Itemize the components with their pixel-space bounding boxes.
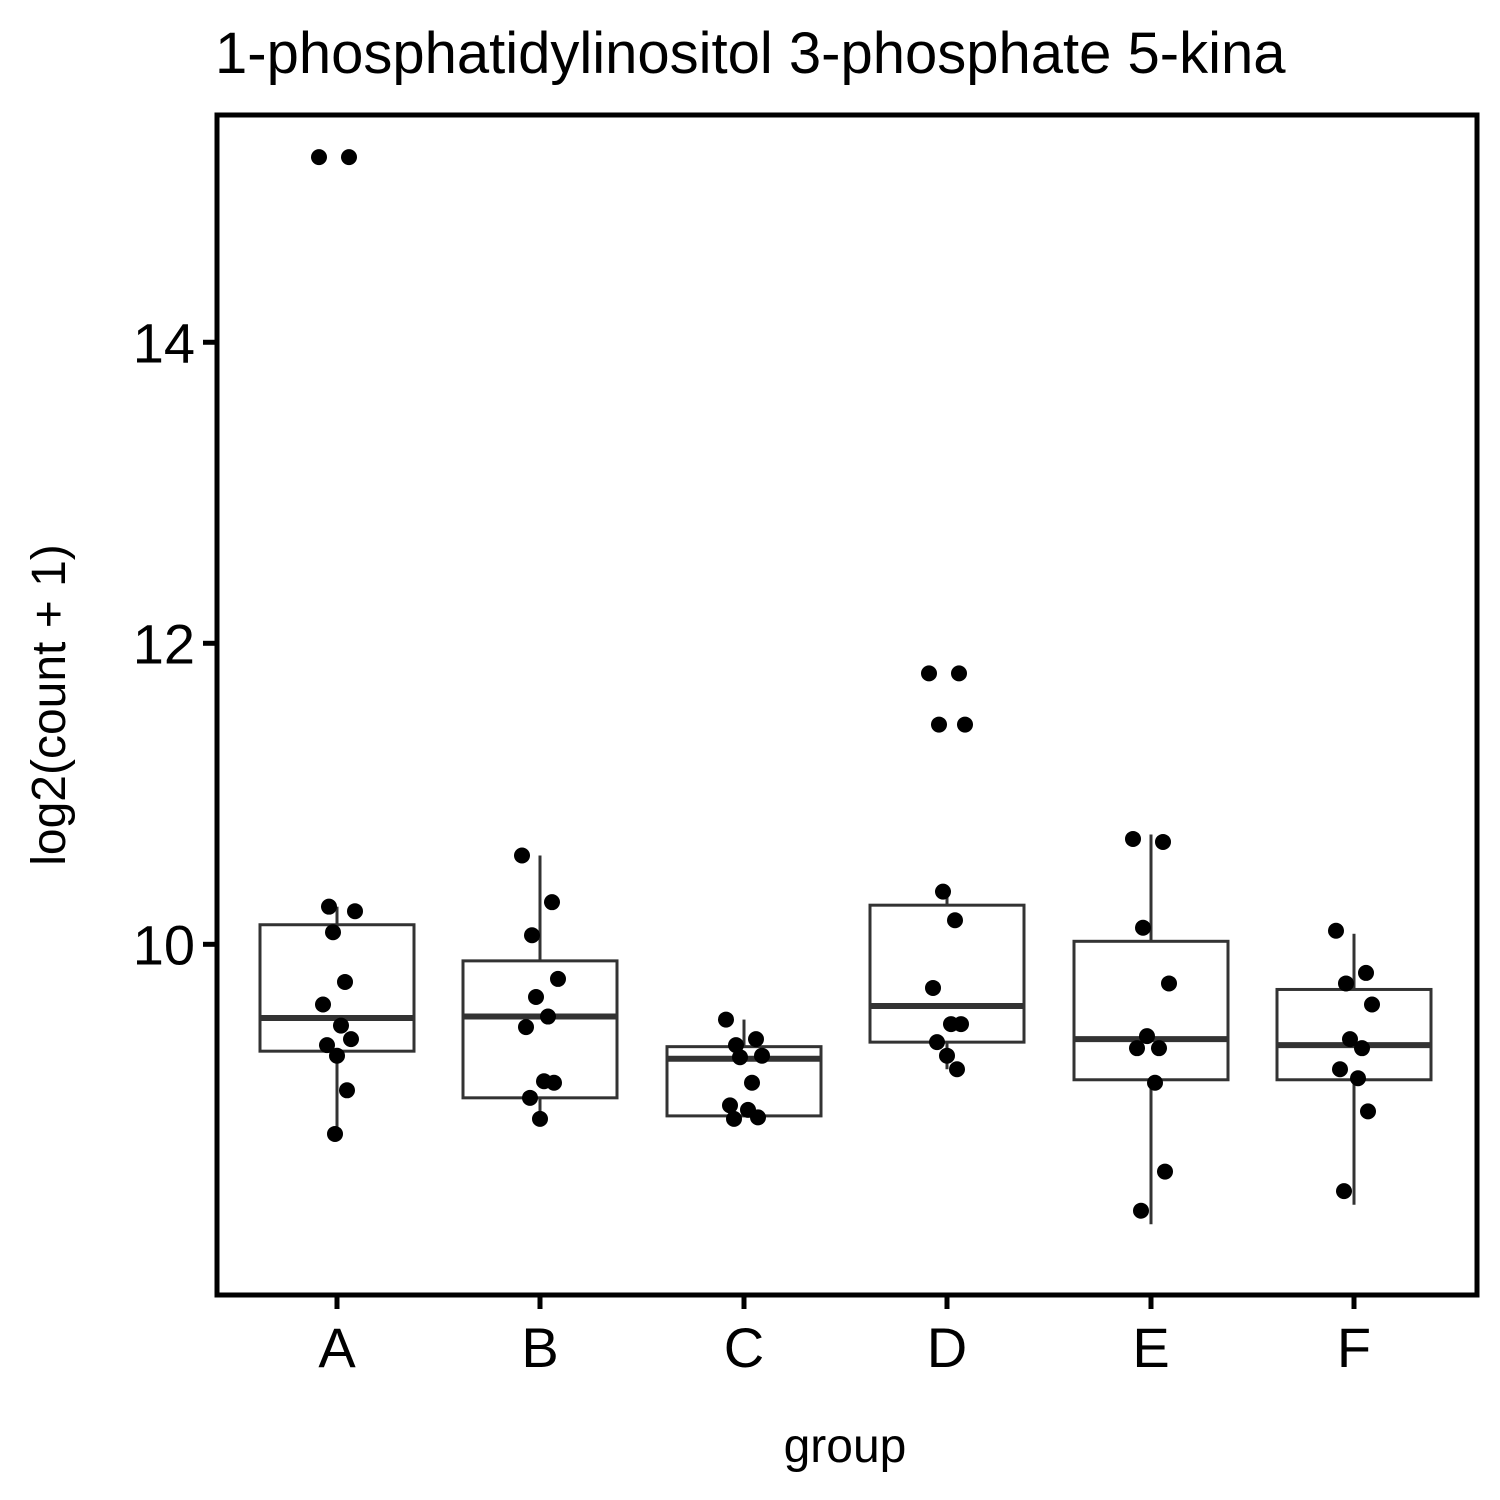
data-point [939,1047,955,1064]
data-point [949,1061,965,1078]
data-point [925,979,941,996]
x-tick-label: D [927,1316,967,1379]
data-point [315,996,331,1013]
data-point [1133,1202,1149,1219]
data-point [951,665,967,682]
box-group-e [1072,834,1230,1225]
data-point [726,1110,742,1127]
data-point [329,1047,345,1064]
data-point [1364,996,1380,1013]
data-point [1125,830,1141,847]
data-point [1147,1074,1163,1091]
x-tick-label: A [318,1316,356,1379]
y-tick-label: 12 [133,612,195,675]
data-point [1350,1070,1366,1087]
data-point [1328,922,1344,939]
data-point [935,883,951,900]
data-point [1157,1163,1173,1180]
data-point [347,903,363,920]
data-point [718,1011,734,1028]
data-point [754,1047,770,1064]
data-point [750,1109,766,1126]
data-point [540,1008,556,1025]
data-point [1139,1028,1155,1045]
data-point [333,1017,349,1034]
data-point [748,1031,764,1048]
boxes-layer [258,834,1433,1225]
box-group-f [1275,933,1433,1205]
data-point [1135,919,1151,936]
data-point [327,1125,343,1142]
data-point [514,847,530,864]
data-point [947,912,963,929]
y-axis-title: log2(count + 1) [23,544,76,866]
data-point [1161,975,1177,992]
x-tick-label: C [724,1316,764,1379]
box-group-c [665,1019,823,1118]
data-point [1155,833,1171,850]
chart-title: 1-phosphatidylinositol 3-phosphate 5-kin… [215,21,1286,86]
data-point [1332,1061,1348,1078]
data-point [1360,1103,1376,1120]
data-point [1336,1183,1352,1200]
data-point [931,716,947,733]
data-point [722,1097,738,1114]
data-point [528,988,544,1005]
data-point [311,149,327,166]
data-point [1151,1040,1167,1057]
data-point [546,1074,562,1091]
panel-border [214,112,1480,1298]
points-layer [311,149,1380,1219]
data-point [524,927,540,944]
data-point [929,1034,945,1051]
data-point [728,1037,744,1054]
data-point [325,924,341,941]
data-point [544,894,560,911]
data-point [319,1037,335,1054]
data-point [957,716,973,733]
data-point [1129,1040,1145,1057]
data-point [1354,1040,1370,1057]
y-tick-label: 14 [133,311,195,374]
x-tick-label: B [521,1316,558,1379]
data-point [1338,975,1354,992]
data-point [532,1110,548,1127]
data-point [321,898,337,915]
box-group-d [868,891,1026,1070]
data-point [1358,964,1374,981]
data-point [339,1082,355,1099]
data-point [343,1031,359,1048]
data-point [1342,1031,1358,1048]
data-point [744,1074,760,1091]
data-point [550,970,566,987]
data-point [337,973,353,990]
x-tick-label: F [1337,1316,1371,1379]
axes-layer: 10 12 14 A B C D E F [133,311,1371,1379]
x-tick-label: E [1132,1316,1169,1379]
data-point [953,1016,969,1033]
box-iqr [1072,939,1230,1082]
y-tick-label: 10 [133,913,195,976]
x-axis-title: group [784,1420,907,1473]
data-point [732,1049,748,1066]
data-point [518,1019,534,1036]
data-point [522,1089,538,1106]
data-point [341,149,357,166]
data-point [921,665,937,682]
